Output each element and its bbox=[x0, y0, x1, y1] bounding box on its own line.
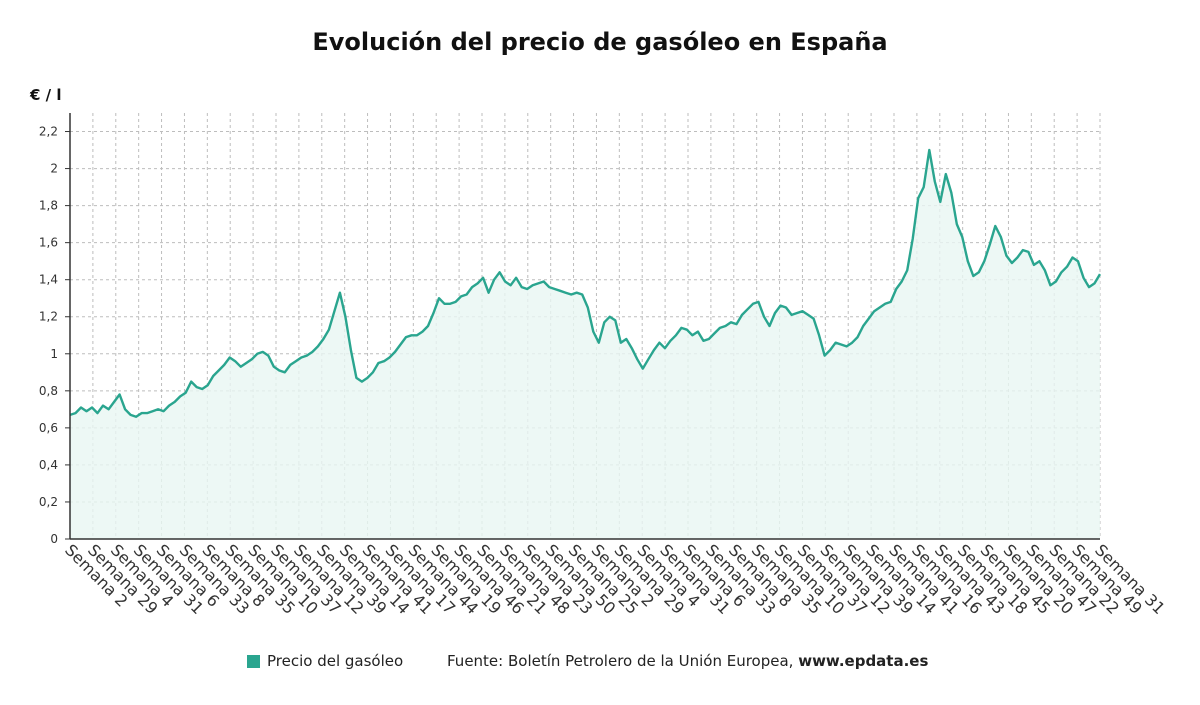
y-tick-label: 1 bbox=[50, 347, 58, 361]
y-tick-label: 1,8 bbox=[39, 199, 58, 213]
y-tick-label: 2 bbox=[50, 162, 58, 176]
y-tick-labels: 0 0,2 0,4 0,6 0,8 1 1,2 1,4 1,6 1,8 2 2,2 bbox=[39, 125, 70, 546]
price-series-line bbox=[69, 148, 1102, 418]
y-tick-label: 2,2 bbox=[39, 125, 58, 139]
y-tick-label: 0,4 bbox=[39, 458, 58, 472]
axes bbox=[69, 113, 1100, 540]
y-tick-label: 1,6 bbox=[39, 236, 58, 250]
y-axis-unit-label: € / l bbox=[30, 86, 62, 104]
legend-label: Precio del gasóleo bbox=[267, 652, 404, 670]
y-tick-label: 0,8 bbox=[39, 384, 58, 398]
y-tick-label: 0,2 bbox=[39, 495, 58, 509]
source-note: Fuente: Boletín Petrolero de la Unión Eu… bbox=[447, 652, 928, 670]
legend-swatch bbox=[247, 655, 260, 668]
y-tick-label: 1,4 bbox=[39, 273, 58, 287]
source-text: Fuente: Boletín Petrolero de la Unión Eu… bbox=[447, 652, 799, 670]
y-tick-label: 0 bbox=[50, 532, 58, 546]
price-area-fill bbox=[70, 150, 1100, 539]
chart-title: Evolución del precio de gasóleo en Españ… bbox=[312, 28, 888, 56]
y-tick-label: 0,6 bbox=[39, 421, 58, 435]
source-site: www.epdata.es bbox=[798, 652, 929, 670]
y-tick-label: 1,2 bbox=[39, 310, 58, 324]
